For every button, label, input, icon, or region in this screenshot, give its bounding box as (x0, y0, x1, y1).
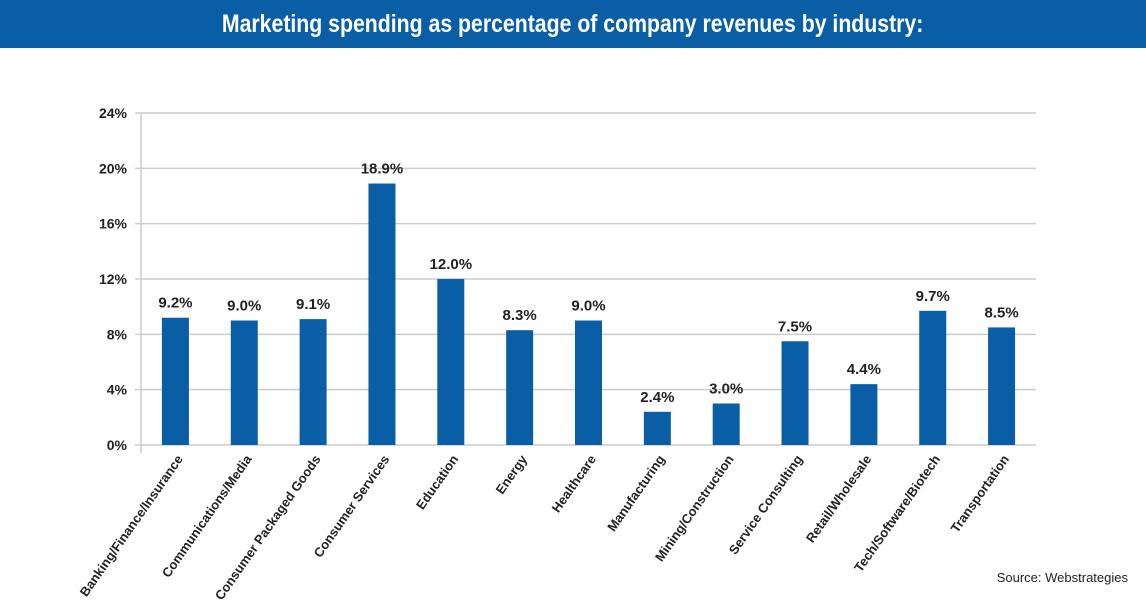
bar (437, 279, 465, 445)
data-label: 2.4% (640, 389, 674, 406)
bar (781, 341, 809, 445)
data-label: 4.4% (847, 361, 881, 378)
bar (368, 183, 396, 446)
x-tick-label: Consumer Services (310, 452, 392, 560)
x-tick-label: Education (413, 452, 461, 512)
data-label: 9.2% (158, 295, 192, 312)
data-label: 9.0% (571, 298, 605, 315)
bar (161, 317, 189, 445)
x-tick-label: Manufacturing (604, 452, 668, 534)
chart-title-bar: Marketing spending as percentage of comp… (0, 0, 1146, 48)
data-label: 8.3% (503, 307, 537, 324)
y-tick-label: 8% (107, 326, 128, 342)
data-label: 12.0% (430, 256, 473, 273)
data-label: 9.1% (296, 296, 330, 313)
data-label: 3.0% (709, 381, 743, 398)
bar (712, 403, 740, 445)
bar (850, 384, 878, 445)
data-label: 9.7% (916, 288, 950, 305)
y-tick-label: 24% (99, 105, 128, 121)
y-tick-label: 0% (107, 437, 128, 453)
bar (230, 320, 258, 445)
bar (643, 411, 671, 445)
x-tick-label: Retail/Wholesale (803, 452, 875, 545)
bar (919, 310, 947, 445)
y-tick-label: 16% (99, 216, 128, 232)
x-tick-label: Healthcare (549, 452, 599, 515)
data-label: 7.5% (778, 318, 812, 335)
data-label: 18.9% (361, 161, 404, 178)
x-tick-label: Service Consulting (726, 452, 806, 557)
x-tick-label: Energy (493, 451, 531, 496)
y-tick-label: 4% (107, 382, 128, 398)
x-tick-label: Transportation (948, 452, 1013, 535)
bar (299, 319, 327, 445)
x-tick-label: Mining/Construction (652, 452, 737, 564)
y-tick-label: 12% (99, 271, 128, 287)
bar (506, 330, 534, 445)
data-label: 9.0% (227, 298, 261, 315)
bar (575, 320, 602, 445)
bar (988, 327, 1016, 445)
source-note: Source: Webstrategies (996, 570, 1128, 585)
data-label: 8.5% (984, 304, 1018, 321)
y-tick-label: 20% (99, 160, 128, 176)
chart-title: Marketing spending as percentage of comp… (222, 9, 924, 38)
